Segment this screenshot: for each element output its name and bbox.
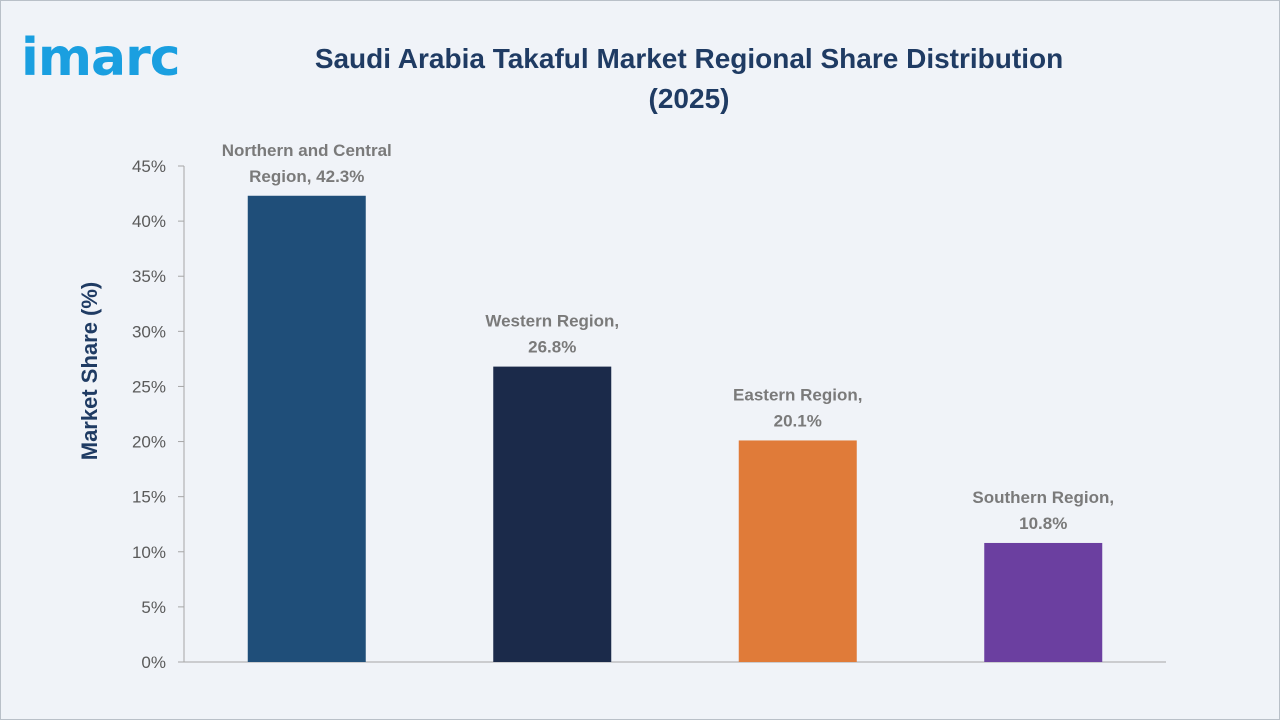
data-label-line: Eastern Region, xyxy=(733,385,862,404)
data-label-line: 10.8% xyxy=(1019,514,1067,533)
bar-3 xyxy=(738,440,857,662)
y-tick-label: 35% xyxy=(132,267,166,286)
chart-title-line-2: (2025) xyxy=(648,83,730,114)
data-label-line: Western Region, xyxy=(485,312,619,331)
data-label-2: Western Region, 26.8% xyxy=(485,312,619,357)
bars-group xyxy=(247,195,1103,662)
y-tick-label: 20% xyxy=(132,433,166,452)
y-tick-label: 45% xyxy=(132,157,166,176)
y-tick-label: 30% xyxy=(132,322,166,341)
y-tick-label: 40% xyxy=(132,212,166,231)
chart-title: Saudi Arabia Takaful Market Regional Sha… xyxy=(241,39,1137,119)
y-tick-label: 15% xyxy=(132,488,166,507)
bar-4 xyxy=(984,542,1103,662)
data-label-line: 26.8% xyxy=(528,338,576,357)
data-label-line: Southern Region, xyxy=(972,488,1114,507)
imarc-logo: imarc xyxy=(21,31,181,81)
data-label-line: Northern and Central xyxy=(222,141,392,160)
chart-title-line-1: Saudi Arabia Takaful Market Regional Sha… xyxy=(314,43,1064,74)
data-label-1: Northern and Central Region, 42.3% xyxy=(222,141,392,186)
y-tick-label: 25% xyxy=(132,377,166,396)
data-label-line: Region, 42.3% xyxy=(249,167,364,186)
data-label-4: Southern Region, 10.8% xyxy=(972,488,1114,533)
data-labels-group: Northern and Central Region, 42.3% Western… xyxy=(222,141,1114,533)
y-tick-label: 10% xyxy=(132,543,166,562)
y-tick-label: 5% xyxy=(141,598,166,617)
logo-text: imarc xyxy=(21,31,180,81)
bar-1 xyxy=(247,195,366,662)
bar-2 xyxy=(493,366,612,662)
y-axis-title: Market Share (%) xyxy=(77,282,102,461)
data-label-line: 20.1% xyxy=(774,411,822,430)
y-tick-label: 0% xyxy=(141,653,166,672)
data-label-3: Eastern Region, 20.1% xyxy=(733,385,862,430)
